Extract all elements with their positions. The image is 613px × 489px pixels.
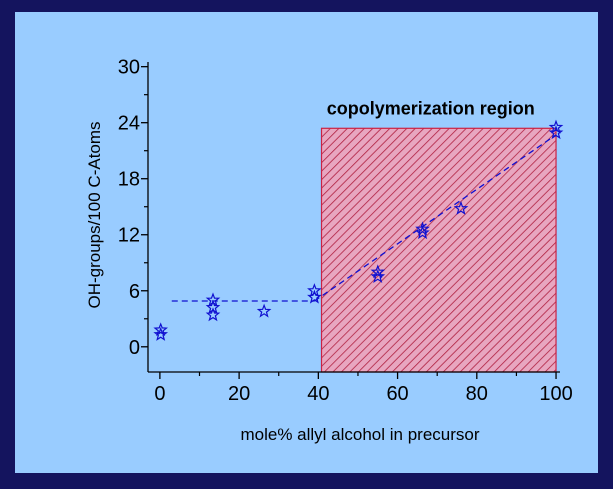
x-tick-label: 80: [466, 383, 488, 405]
data-point: [153, 322, 168, 337]
y-tick-label: 6: [129, 281, 140, 303]
data-point: [370, 264, 386, 279]
data-point: [415, 225, 430, 240]
data-point: [307, 289, 322, 304]
fit-line: [314, 134, 557, 302]
x-tick-label: 60: [386, 383, 408, 405]
y-tick-label: 0: [129, 337, 140, 359]
data-point: [415, 221, 430, 236]
y-tick-label: 24: [118, 113, 140, 135]
data-point: [307, 283, 322, 297]
data-point: [370, 269, 386, 283]
y-tick-label: 18: [118, 169, 140, 191]
region-label: copolymerization region: [327, 98, 535, 118]
data-point: [453, 200, 469, 215]
x-tick-label: 100: [539, 383, 572, 405]
x-axis-label: mole% allyl alcohol in precursor: [240, 425, 479, 444]
region: [320, 127, 557, 373]
y-tick-label: 30: [118, 57, 140, 79]
x-tick-label: 40: [307, 383, 329, 405]
y-axis-label: OH-groups/100 C-Atoms: [85, 121, 104, 308]
data-point: [548, 125, 564, 140]
data-point: [153, 327, 169, 341]
x-tick-label: 0: [154, 383, 165, 405]
x-tick-label: 20: [228, 383, 250, 405]
y-tick-label: 12: [118, 225, 140, 247]
data-point: [205, 307, 221, 322]
data-point: [548, 119, 564, 134]
data-point: [256, 303, 272, 318]
